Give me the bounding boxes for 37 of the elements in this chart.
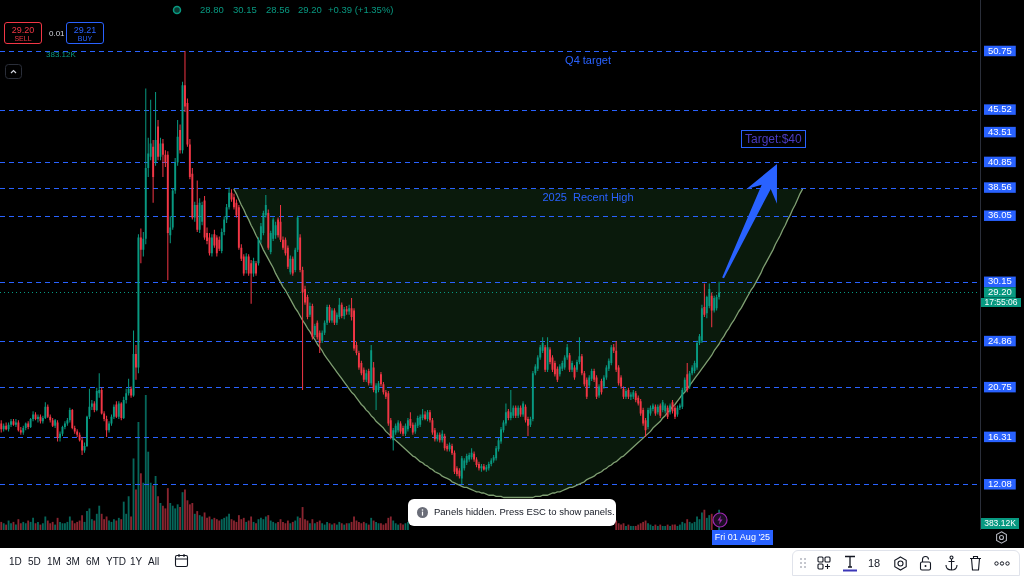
text: 1Y xyxy=(130,556,143,568)
text: 1D xyxy=(9,556,22,568)
y-tick-label: 30.15 xyxy=(988,275,1012,287)
annotation: 29.20 xyxy=(10,25,36,36)
annotation: 28.80 xyxy=(200,4,224,16)
y-tick-label: 24.86 xyxy=(988,334,1012,346)
ref-line-label: Q4 target xyxy=(565,54,611,67)
text: Fri 01 Aug '25 xyxy=(712,530,773,545)
y-tick-label: 45.52 xyxy=(988,103,1012,115)
y-tick-label: 36.05 xyxy=(988,209,1012,221)
text: 18 xyxy=(868,557,881,570)
y-tick-label: 29.20 xyxy=(988,286,1012,298)
text: YTD xyxy=(106,556,126,568)
annotation: Target:$40 xyxy=(741,130,806,148)
text: 17:55:06 xyxy=(981,297,1021,307)
y-tick-label: 16.31 xyxy=(988,430,1012,442)
text: 3M xyxy=(66,556,80,568)
text: All xyxy=(148,556,160,568)
y-tick-label: 38.56 xyxy=(988,181,1012,193)
ref-line-label: 2025 Recent High xyxy=(542,190,634,203)
y-tick-label: 43.51 xyxy=(988,125,1012,137)
annotation: +0.39 (+1.35%) xyxy=(328,4,394,16)
annotation: 29.21 xyxy=(72,25,98,36)
annotation: 0.01 xyxy=(49,29,65,39)
y-tick-label: 12.08 xyxy=(988,477,1012,489)
annotation: 30.15 xyxy=(233,4,257,16)
y-tick-label: 40.85 xyxy=(988,155,1012,167)
text: 383.12K xyxy=(981,518,1019,529)
annotation: Panels hidden. Press ESC to show panels. xyxy=(434,506,615,518)
annotation: 29.20 xyxy=(298,4,322,16)
y-tick-label: 20.75 xyxy=(988,380,1012,392)
text: 6M xyxy=(86,556,100,568)
annotation: 383.12K xyxy=(46,50,76,60)
text: 5D xyxy=(28,556,41,568)
annotation: 28.56 xyxy=(266,4,290,16)
y-tick-label: 50.75 xyxy=(988,44,1012,56)
text: 1M xyxy=(47,556,61,568)
